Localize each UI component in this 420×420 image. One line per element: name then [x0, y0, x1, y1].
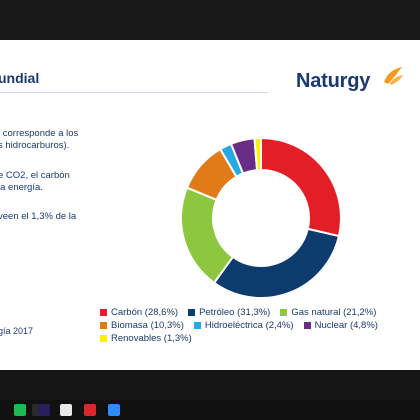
legend-swatch	[100, 309, 107, 316]
legend-label: Renovables (1,3%)	[111, 333, 192, 344]
presentation-slide: undial Naturgy l corresponde a los s hid…	[0, 40, 420, 370]
slide-title: undial	[0, 70, 40, 86]
legend-item-renovables: Renovables (1,3%)	[100, 333, 192, 344]
legend-swatch	[100, 335, 107, 342]
body-text-line: e CO2, el carbón	[0, 170, 70, 181]
title-divider	[0, 92, 268, 93]
naturgy-logo: Naturgy	[296, 66, 406, 96]
legend-swatch	[100, 322, 107, 329]
legend-item-petroleo: Petróleo (31,3%)	[188, 307, 270, 318]
chrome-icon[interactable]	[60, 404, 72, 416]
logo-text: Naturgy	[296, 70, 371, 92]
taskbar	[0, 400, 420, 420]
donut-slice-renovables	[253, 136, 262, 172]
body-text-line: la energía.	[0, 182, 43, 193]
legend-swatch	[303, 322, 311, 329]
donut-slice-carbon	[260, 136, 342, 238]
legend-label: Gas natural (21,2%)	[291, 307, 377, 318]
spotify-icon[interactable]	[14, 404, 26, 416]
legend-item-biomasa: Biomasa (10,3%)	[100, 320, 184, 331]
donut-slice-gas-natural	[180, 186, 235, 285]
body-text-line: veen el 1,3% de la	[0, 211, 77, 222]
legend-label: Nuclear (4,8%)	[314, 320, 378, 331]
legend-label: Biomasa (10,3%)	[111, 320, 184, 331]
legend-label: Petróleo (31,3%)	[199, 307, 271, 318]
donut-slice-petroleo	[212, 227, 341, 299]
top-bar	[0, 0, 420, 40]
acrobat-icon[interactable]	[84, 404, 96, 416]
legend-swatch	[193, 322, 201, 329]
legend-item-carbon: Carbón (28,6%)	[100, 307, 178, 318]
legend-label: Carbón (28,6%)	[111, 307, 179, 318]
legend-row: Biomasa (10,3%) Hidroeléctrica (2,4%) Nu…	[100, 319, 418, 332]
premiere-icon[interactable]	[38, 404, 50, 416]
legend-row: Carbón (28,6%) Petróleo (31,3%) Gas natu…	[100, 306, 418, 319]
legend-swatch	[280, 309, 288, 316]
legend-item-hidroelectrica: Hidroeléctrica (2,4%)	[193, 320, 294, 331]
legend-label: Hidroeléctrica (2,4%)	[204, 320, 294, 331]
body-text-line: s hidrocarburos).	[0, 140, 70, 151]
donut-chart	[180, 136, 342, 299]
chart-legend: Carbón (28,6%) Petróleo (31,3%) Gas natu…	[100, 306, 418, 345]
legend-row: Renovables (1,3%)	[100, 332, 418, 345]
butterfly-icon	[384, 67, 403, 85]
zoom-icon[interactable]	[108, 404, 120, 416]
legend-swatch	[188, 309, 196, 316]
legend-item-nuclear: Nuclear (4,8%)	[303, 320, 378, 331]
body-text-line: l corresponde a los	[0, 128, 79, 139]
legend-item-gas-natural: Gas natural (21,2%)	[280, 307, 376, 318]
source-note: gía 2017	[0, 326, 34, 336]
